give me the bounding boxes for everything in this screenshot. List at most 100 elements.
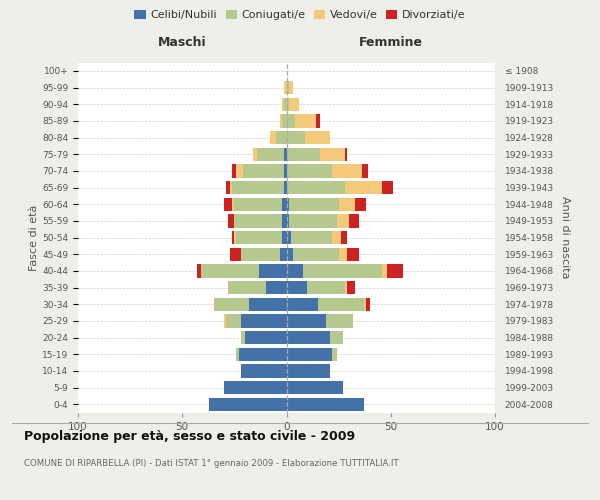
Bar	[224, 314, 226, 328]
Bar	[287, 364, 330, 378]
Bar	[287, 298, 318, 311]
Bar	[232, 181, 284, 194]
Bar	[226, 314, 241, 328]
Bar	[230, 248, 241, 261]
Bar	[341, 231, 347, 244]
Bar	[249, 298, 287, 311]
Bar	[366, 298, 370, 311]
Bar	[320, 148, 345, 161]
Bar	[283, 114, 287, 128]
Bar	[287, 164, 332, 177]
Bar	[318, 298, 364, 311]
Bar	[345, 281, 347, 294]
Bar	[382, 264, 386, 278]
Bar	[224, 198, 232, 211]
Bar	[283, 198, 287, 211]
Bar	[232, 198, 235, 211]
Bar	[287, 331, 330, 344]
Bar	[287, 198, 289, 211]
Bar	[386, 264, 403, 278]
Bar	[287, 114, 295, 128]
Text: Popolazione per età, sesso e stato civile - 2009: Popolazione per età, sesso e stato civil…	[24, 430, 355, 443]
Bar	[284, 148, 287, 161]
Bar	[287, 148, 320, 161]
Bar	[330, 331, 343, 344]
Bar	[284, 98, 287, 111]
Bar	[289, 198, 338, 211]
Bar	[287, 264, 303, 278]
Bar	[236, 348, 239, 361]
Bar	[307, 281, 345, 294]
Bar	[259, 264, 287, 278]
Bar	[287, 181, 345, 194]
Bar	[316, 114, 320, 128]
Bar	[295, 114, 316, 128]
Bar	[332, 348, 337, 361]
Bar	[289, 214, 337, 228]
Bar	[235, 214, 283, 228]
Bar	[349, 214, 359, 228]
Bar	[253, 148, 257, 161]
Y-axis label: Fasce di età: Fasce di età	[29, 204, 39, 270]
Legend: Celibi/Nubili, Coniugati/e, Vedovi/e, Divorziati/e: Celibi/Nubili, Coniugati/e, Vedovi/e, Di…	[130, 6, 470, 25]
Bar	[293, 248, 338, 261]
Bar	[284, 164, 287, 177]
Bar	[241, 314, 287, 328]
Bar	[362, 164, 368, 177]
Bar	[239, 348, 287, 361]
Bar	[236, 231, 283, 244]
Bar	[287, 348, 332, 361]
Bar	[287, 398, 364, 411]
Bar	[270, 131, 276, 144]
Bar	[287, 98, 289, 111]
Bar	[235, 231, 236, 244]
Bar	[280, 114, 283, 128]
Bar	[232, 164, 236, 177]
Bar	[283, 98, 284, 111]
Bar	[287, 231, 290, 244]
Bar	[197, 264, 201, 278]
Bar	[224, 381, 287, 394]
Bar	[347, 248, 359, 261]
Bar	[332, 164, 362, 177]
Bar	[243, 164, 284, 177]
Bar	[241, 331, 245, 344]
Bar	[235, 198, 283, 211]
Bar	[332, 231, 341, 244]
Bar	[355, 198, 366, 211]
Bar	[290, 231, 332, 244]
Bar	[236, 164, 243, 177]
Bar	[326, 314, 353, 328]
Bar	[289, 81, 293, 94]
Bar	[241, 248, 280, 261]
Bar	[276, 131, 287, 144]
Bar	[337, 214, 349, 228]
Bar	[345, 181, 382, 194]
Bar	[305, 131, 330, 144]
Bar	[280, 248, 287, 261]
Bar	[289, 98, 299, 111]
Bar	[382, 181, 393, 194]
Bar	[287, 214, 289, 228]
Bar	[338, 248, 347, 261]
Bar	[209, 398, 287, 411]
Bar	[284, 81, 287, 94]
Text: Maschi: Maschi	[158, 36, 206, 49]
Bar	[201, 264, 259, 278]
Bar	[230, 181, 232, 194]
Bar	[214, 298, 249, 311]
Bar	[284, 181, 287, 194]
Bar	[364, 298, 366, 311]
Bar	[287, 314, 326, 328]
Bar	[226, 181, 230, 194]
Bar	[338, 198, 355, 211]
Bar	[228, 281, 266, 294]
Bar	[303, 264, 382, 278]
Y-axis label: Anni di nascita: Anni di nascita	[560, 196, 569, 278]
Bar	[266, 281, 287, 294]
Bar	[345, 148, 347, 161]
Bar	[245, 331, 287, 344]
Bar	[287, 248, 293, 261]
Bar	[347, 281, 355, 294]
Bar	[257, 148, 284, 161]
